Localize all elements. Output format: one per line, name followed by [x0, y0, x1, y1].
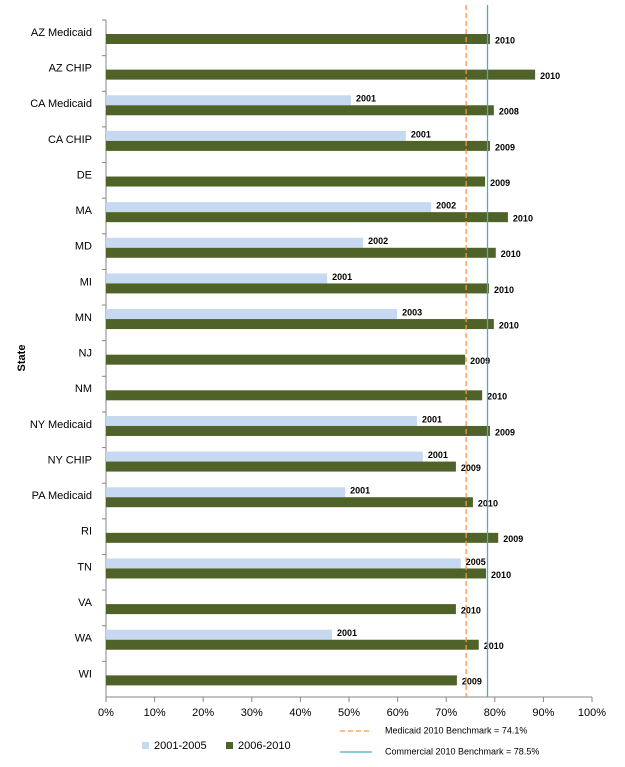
x-tick-label: 20%	[192, 707, 214, 719]
bar	[106, 212, 508, 223]
bar	[106, 319, 494, 330]
y-tick-label: PA Medicaid	[32, 490, 92, 502]
legend-label: 2006-2010	[238, 740, 291, 752]
y-tick-label: AZ Medicaid	[31, 27, 92, 39]
year-label: 2009	[503, 534, 523, 544]
bar	[106, 202, 432, 213]
x-tick-label: 10%	[144, 707, 166, 719]
bar	[106, 95, 351, 106]
y-tick-label: MD	[75, 241, 92, 253]
y-tick-label: CA Medicaid	[30, 98, 92, 110]
y-tick-label: TN	[77, 561, 92, 573]
year-label: 2009	[462, 677, 482, 687]
y-tick-label: MI	[80, 276, 92, 288]
year-label: 2001	[356, 94, 376, 104]
year-label: 2001	[428, 450, 448, 460]
x-tick-label: 90%	[532, 707, 554, 719]
year-label: 2009	[490, 178, 510, 188]
x-tick-label: 60%	[387, 707, 409, 719]
bar	[106, 34, 490, 44]
bar	[106, 461, 456, 472]
legend-swatch	[142, 742, 149, 749]
year-label: 2010	[461, 605, 481, 615]
year-label: 2010	[487, 392, 507, 402]
year-label: 2010	[501, 249, 521, 259]
bar	[106, 568, 487, 579]
x-tick-label: 30%	[241, 707, 263, 719]
x-tick-label: 40%	[289, 707, 311, 719]
bar	[106, 309, 398, 320]
bar	[106, 273, 328, 284]
year-label: 2003	[402, 307, 422, 317]
legend-swatch	[226, 742, 233, 749]
bar	[106, 497, 473, 508]
bar	[106, 69, 536, 80]
bar	[106, 130, 406, 141]
y-tick-label: AZ CHIP	[49, 63, 92, 75]
bar	[106, 629, 332, 640]
x-tick-label: 80%	[484, 707, 506, 719]
year-label: 2005	[466, 557, 486, 567]
x-tick-label: 70%	[435, 707, 457, 719]
year-label: 2009	[461, 463, 481, 473]
year-label: 2001	[422, 414, 442, 424]
bar	[106, 675, 457, 686]
y-tick-label: NY Medicaid	[30, 419, 92, 431]
year-label: 2010	[494, 285, 514, 295]
year-label: 2009	[495, 427, 515, 437]
bar	[106, 415, 418, 426]
bar	[106, 354, 466, 365]
year-label: 2010	[484, 641, 504, 651]
bar	[106, 390, 483, 401]
y-tick-label: NJ	[79, 348, 92, 360]
legend-label: 2001-2005	[154, 740, 207, 752]
bar	[106, 283, 489, 294]
year-label: 2001	[337, 628, 357, 638]
y-tick-label: NM	[75, 383, 92, 395]
year-label: 2009	[495, 142, 515, 152]
bar	[106, 532, 499, 543]
bar	[106, 247, 496, 258]
year-label: 2010	[499, 320, 519, 330]
bar	[106, 558, 461, 569]
year-label: 2001	[350, 486, 370, 496]
y-tick-label: WA	[75, 633, 93, 645]
bar	[106, 140, 490, 151]
year-label: 2010	[540, 71, 560, 81]
bar	[106, 425, 490, 436]
year-label: 2002	[436, 201, 456, 211]
bar	[106, 105, 494, 116]
year-label: 2001	[411, 129, 431, 139]
legend-label: Medicaid 2010 Benchmark = 74.1%	[385, 725, 527, 735]
y-tick-label: VA	[78, 597, 93, 609]
year-label: 2010	[495, 35, 515, 45]
year-label: 2008	[499, 107, 519, 117]
year-label: 2010	[491, 570, 511, 580]
y-tick-label: MA	[76, 205, 93, 217]
y-tick-label: RI	[81, 526, 92, 538]
legend-label: Commercial 2010 Benchmark = 78.5%	[385, 746, 539, 756]
bar	[106, 639, 479, 650]
year-label: 2009	[470, 356, 490, 366]
y-axis-title: State	[16, 345, 28, 372]
year-label: 2010	[513, 214, 533, 224]
y-tick-label: CA CHIP	[48, 134, 92, 146]
x-tick-label: 50%	[338, 707, 360, 719]
x-tick-label: 100%	[578, 707, 606, 719]
y-tick-label: NY CHIP	[48, 454, 92, 466]
bar	[106, 604, 456, 615]
bar	[106, 451, 423, 462]
y-tick-label: DE	[77, 169, 92, 181]
y-tick-label: MN	[75, 312, 92, 324]
year-label: 2001	[332, 272, 352, 282]
bar	[106, 237, 364, 248]
year-label: 2002	[368, 236, 388, 246]
x-tick-label: 0%	[98, 707, 114, 719]
bar	[106, 487, 346, 498]
y-tick-label: WI	[79, 668, 92, 680]
bar	[106, 176, 486, 187]
